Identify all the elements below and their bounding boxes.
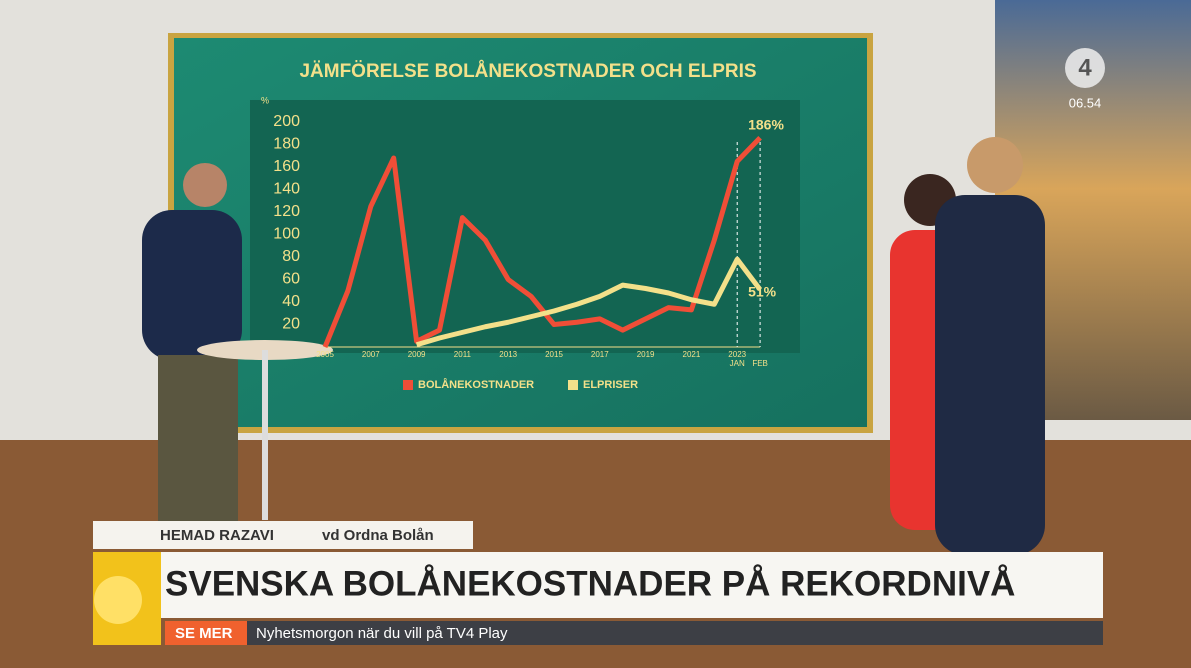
x-tick-label: 2017: [591, 350, 609, 359]
y-tick-label: 40: [282, 293, 300, 310]
headline: SVENSKA BOLÅNEKOSTNADER PÅ REKORDNIVÅ: [165, 563, 1015, 603]
logo-circle: [1065, 48, 1105, 88]
series-line: [322, 136, 762, 348]
x-tick-label: 2021: [683, 350, 701, 359]
x-tick-label: 2011: [454, 350, 472, 359]
person-legs: [158, 355, 238, 525]
y-tick-label: 80: [282, 248, 300, 265]
x-tick-label: 2013: [499, 350, 517, 359]
clock: 06.54: [1069, 95, 1102, 110]
chart-title: JÄMFÖRELSE BOLÅNEKOSTNADER OCH ELPRIS: [299, 61, 756, 82]
y-axis-label: %: [261, 95, 269, 105]
person: [142, 210, 242, 360]
x-tick-label: 2009: [408, 350, 426, 359]
series-line: [415, 256, 763, 348]
person: [935, 195, 1045, 555]
x-tick-label: 2023: [728, 350, 746, 359]
y-tick-label: 120: [273, 203, 300, 220]
channel-logo: 4: [1078, 54, 1092, 81]
ticker-bar: [165, 621, 1103, 645]
x-tick-label: 2007: [362, 350, 380, 359]
y-tick-label: 180: [273, 136, 300, 153]
headline-bar: [93, 552, 1103, 618]
y-tick-label: 160: [273, 158, 300, 175]
y-tick-label: 60: [282, 271, 300, 288]
x-tick-label: 2019: [637, 350, 655, 359]
x-tick-label: 2005: [316, 350, 334, 359]
speaker-name: HEMAD RAZAVI: [160, 527, 274, 544]
legend-label: ELPRISER: [583, 379, 638, 391]
ticker-label-box: [165, 621, 247, 645]
y-tick-label: 100: [273, 226, 300, 243]
y-tick-label: 20: [282, 316, 300, 333]
lower-third: HEMAD RAZAVI vd Ordna Bolån SVENSKA BOLÅ…: [93, 521, 1103, 645]
legend-swatch: [568, 380, 578, 390]
speaker-role: vd Ordna Bolån: [322, 527, 434, 544]
value-label: 51%: [748, 283, 777, 299]
person-head: [967, 137, 1023, 193]
ticker-text: Nyhetsmorgon när du vill på TV4 Play: [256, 625, 508, 642]
x-tick-sublabel: JAN: [730, 359, 745, 368]
name-bar: [93, 521, 473, 549]
legend-label: BOLÅNEKOSTNADER: [418, 378, 534, 391]
y-tick-label: 140: [273, 181, 300, 198]
table-leg: [262, 350, 268, 520]
x-tick-label: 2015: [545, 350, 563, 359]
legend-swatch: [403, 380, 413, 390]
ticker-label: SE MER: [175, 625, 233, 642]
person-head: [183, 163, 227, 207]
value-label: 186%: [748, 116, 784, 132]
x-tick-sublabel: FEB: [752, 359, 768, 368]
sun: [94, 576, 142, 624]
y-tick-label: 200: [273, 113, 300, 130]
people: [142, 137, 1045, 555]
